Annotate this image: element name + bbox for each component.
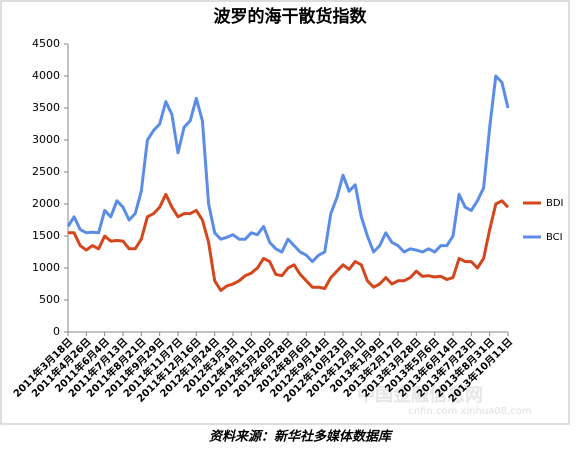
y-tick-label: 3000: [32, 133, 60, 146]
y-tick-label: 2000: [32, 197, 60, 210]
legend-label: BCI: [546, 232, 563, 243]
series-line: [68, 192, 510, 292]
watermark: cnfin.com xinhua08.com: [408, 406, 531, 417]
legend-label: BDI: [546, 198, 564, 209]
y-tick-label: 500: [39, 293, 60, 306]
chart-title: 波罗的海干散货指数: [214, 6, 368, 27]
series-line: [66, 74, 510, 264]
y-tick-label: 1000: [32, 261, 60, 274]
y-tick-label: 1500: [32, 229, 60, 242]
y-tick-label: 0: [53, 325, 60, 338]
chart-frame: [0, 0, 570, 425]
watermark: 中国金融信息网: [357, 384, 483, 406]
y-tick-label: 2500: [32, 165, 60, 178]
y-tick-label: 3500: [32, 101, 60, 114]
y-tick-label: 4000: [32, 69, 60, 82]
source-note: 资料来源：新华社多媒体数据库: [209, 429, 394, 445]
y-tick-label: 4500: [32, 37, 60, 50]
